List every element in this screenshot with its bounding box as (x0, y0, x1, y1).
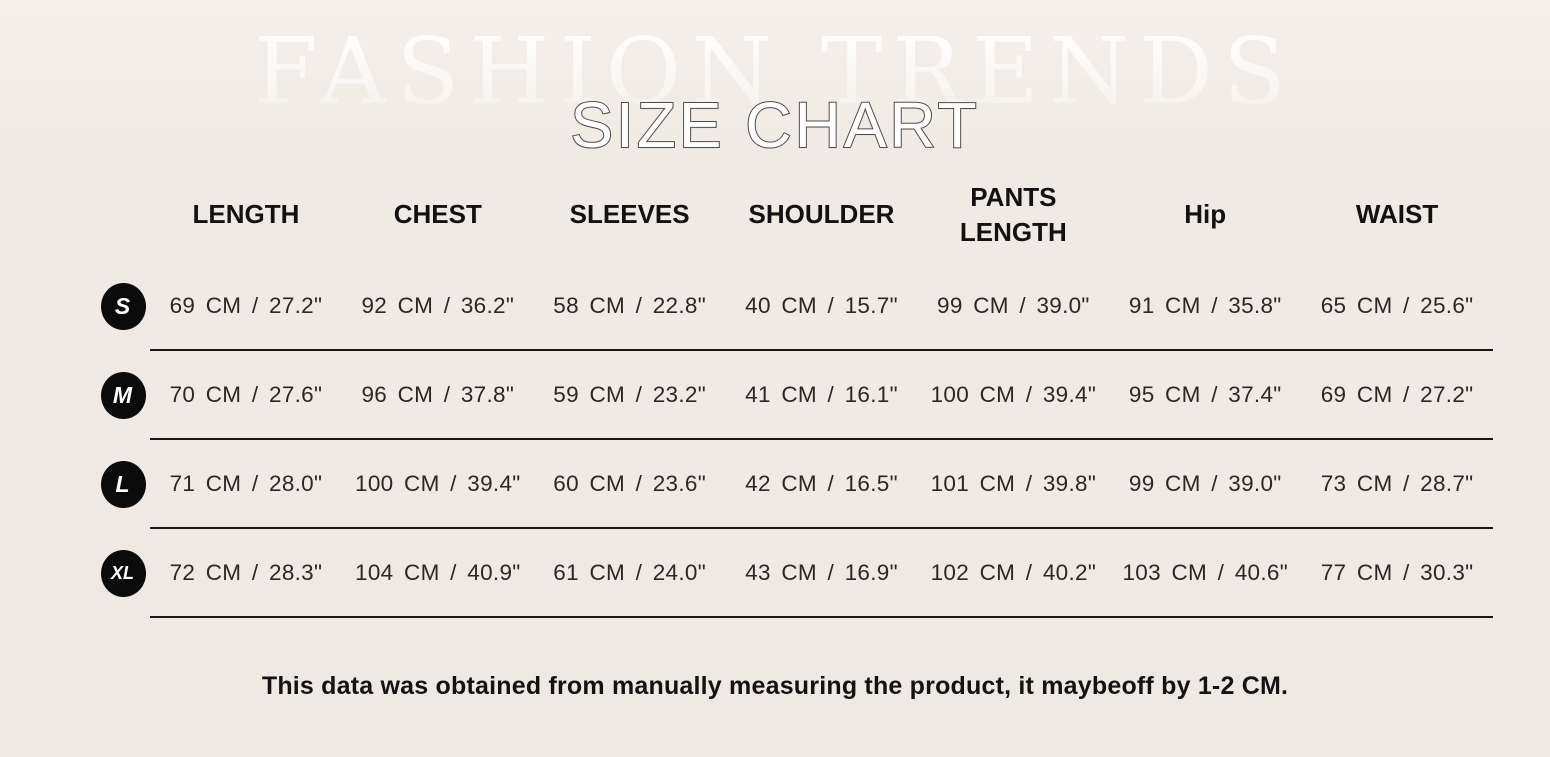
column-header-pants-length: PANTS LENGTH (959, 181, 1067, 247)
cell-waist: 73 CM / 28.7" (1320, 470, 1474, 496)
table-row-s: S 69 CM / 27.2" 92 CM / 36.2" 58 CM / 22… (0, 262, 1550, 351)
cell-shoulder: 42 CM / 16.5" (745, 470, 898, 496)
cell-chest: 96 CM / 37.8" (361, 381, 515, 407)
column-header-chest: CHEST (393, 199, 482, 230)
table-row-l: L 71 CM / 28.0" 100 CM / 39.4" 60 CM / 2… (0, 440, 1550, 529)
cell-hip: 99 CM / 39.0" (1128, 470, 1282, 496)
column-header-waist: WAIST (1355, 199, 1439, 230)
badge-cell: XL (0, 529, 150, 618)
cell-chest: 100 CM / 39.4" (355, 470, 521, 496)
size-table: LENGTH CHEST SLEEVES SHOULDER PANTS LENG… (0, 168, 1550, 618)
table-header-row: LENGTH CHEST SLEEVES SHOULDER PANTS LENG… (150, 168, 1493, 262)
measurement-disclaimer: This data was obtained from manually mea… (261, 672, 1289, 700)
cell-waist: 65 CM / 25.6" (1320, 292, 1474, 318)
cell-chest: 104 CM / 40.9" (355, 559, 521, 585)
cell-waist: 69 CM / 27.2" (1320, 381, 1474, 407)
badge-cell: S (0, 262, 150, 351)
fashion-trends-watermark: FASHION TRENDS (0, 18, 1550, 125)
column-header-shoulder: SHOULDER (748, 199, 895, 230)
cell-length: 72 CM / 28.3" (169, 559, 323, 585)
cell-sleeves: 60 CM / 23.6" (553, 470, 706, 496)
cell-shoulder: 40 CM / 15.7" (745, 292, 898, 318)
badge-cell: M (0, 351, 150, 440)
cell-chest: 92 CM / 36.2" (361, 292, 515, 318)
column-header-length: LENGTH (192, 199, 300, 230)
cell-length: 69 CM / 27.2" (169, 292, 323, 318)
size-badge-m: M (101, 372, 146, 419)
page-title: SIZE CHART (569, 88, 980, 162)
table-row-xl: XL 72 CM / 28.3" 104 CM / 40.9" 61 CM / … (0, 529, 1550, 618)
size-badge-s: S (101, 283, 146, 330)
cell-pants-length: 101 CM / 39.8" (930, 470, 1097, 496)
row-cells: 71 CM / 28.0" 100 CM / 39.4" 60 CM / 23.… (150, 440, 1493, 529)
row-cells: 70 CM / 27.6" 96 CM / 37.8" 59 CM / 23.2… (150, 351, 1493, 440)
row-cells: 69 CM / 27.2" 92 CM / 36.2" 58 CM / 22.8… (150, 262, 1493, 351)
cell-shoulder: 41 CM / 16.1" (745, 381, 898, 407)
column-header-hip: Hip (1184, 199, 1227, 230)
cell-hip: 103 CM / 40.6" (1122, 559, 1288, 585)
row-cells: 72 CM / 28.3" 104 CM / 40.9" 61 CM / 24.… (150, 529, 1493, 618)
size-badge-l: L (101, 461, 146, 508)
cell-sleeves: 58 CM / 22.8" (553, 292, 706, 318)
badge-cell: L (0, 440, 150, 529)
cell-sleeves: 61 CM / 24.0" (553, 559, 706, 585)
column-header-sleeves: SLEEVES (569, 199, 690, 230)
cell-pants-length: 102 CM / 40.2" (930, 559, 1097, 585)
cell-pants-length: 100 CM / 39.4" (930, 381, 1097, 407)
cell-hip: 95 CM / 37.4" (1128, 381, 1282, 407)
cell-length: 70 CM / 27.6" (169, 381, 323, 407)
table-row-m: M 70 CM / 27.6" 96 CM / 37.8" 59 CM / 23… (0, 351, 1550, 440)
cell-length: 71 CM / 28.0" (169, 470, 323, 496)
cell-sleeves: 59 CM / 23.2" (553, 381, 706, 407)
size-badge-xl: XL (101, 550, 146, 597)
cell-shoulder: 43 CM / 16.9" (745, 559, 898, 585)
cell-hip: 91 CM / 35.8" (1128, 292, 1282, 318)
cell-waist: 77 CM / 30.3" (1320, 559, 1474, 585)
cell-pants-length: 99 CM / 39.0" (937, 292, 1090, 318)
